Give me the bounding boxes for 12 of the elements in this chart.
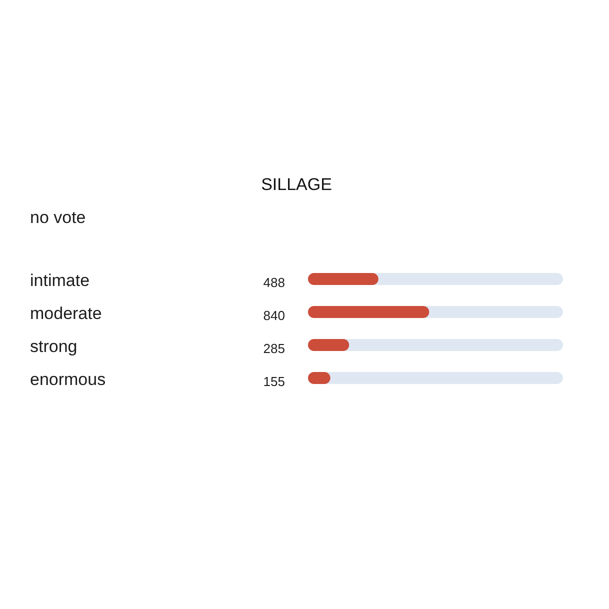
y-tick-label: moderate: [30, 304, 102, 323]
y-tick-label: strong: [30, 337, 78, 356]
data-label: 488: [263, 275, 285, 290]
data-label: 155: [263, 374, 285, 389]
y-tick-label: enormous: [30, 370, 106, 389]
chart-title: SILLAGE: [261, 175, 332, 194]
data-label: 285: [263, 341, 285, 356]
data-label: 840: [263, 308, 285, 323]
text: no vote: [30, 208, 86, 227]
y-tick-label: intimate: [30, 271, 90, 290]
bar: [308, 273, 378, 285]
bar: [308, 339, 350, 351]
